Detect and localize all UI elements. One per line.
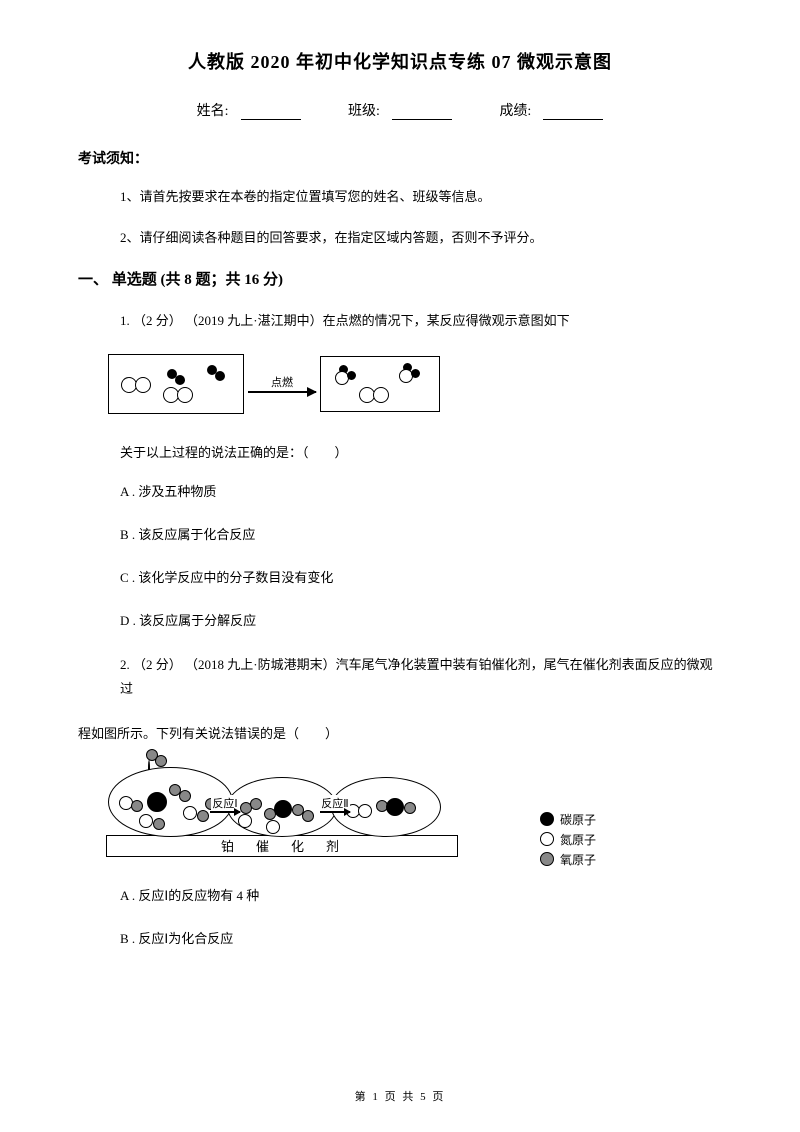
reactant-box (108, 354, 244, 414)
reaction-arrow: 点燃 (248, 374, 316, 393)
q1-option-c: C . 该化学反应中的分子数目没有变化 (120, 567, 722, 586)
catalyst-bar: 铂催化剂 (106, 835, 458, 857)
name-blank[interactable] (241, 106, 301, 120)
q1-option-b: B . 该反应属于化合反应 (120, 524, 722, 543)
reaction-1-arrow: 反应Ⅰ (210, 795, 240, 813)
score-blank[interactable] (543, 106, 603, 120)
page-title: 人教版 2020 年初中化学知识点专练 07 微观示意图 (78, 48, 722, 74)
question-1-stem: 1. （2 分） （2019 九上·湛江期中）在点燃的情况下，某反应得微观示意图… (120, 309, 722, 334)
product-box (320, 356, 440, 412)
name-label: 姓名: (197, 104, 229, 119)
class-label: 班级: (348, 104, 380, 119)
oxygen-atom-icon (540, 852, 554, 866)
q1-option-d: D . 该反应属于分解反应 (120, 610, 722, 629)
question-1-sub: 关于以上过程的说法正确的是：（ ） (120, 442, 722, 461)
class-blank[interactable] (392, 106, 452, 120)
question-2-stem-b: 程如图所示。下列有关说法错误的是（ ） (78, 722, 722, 747)
exam-notice-header: 考试须知： (78, 148, 722, 168)
q2-option-b: B . 反应Ⅰ为化合反应 (120, 928, 722, 947)
page-footer: 第 1 页 共 5 页 (0, 1088, 800, 1104)
student-info-line: 姓名: 班级: 成绩: (78, 100, 722, 120)
instruction-1: 1、请首先按要求在本卷的指定位置填写您的姓名、班级等信息。 (120, 186, 722, 205)
q1-option-a: A . 涉及五种物质 (120, 481, 722, 500)
diagram-1: 点燃 (108, 354, 722, 414)
q2-option-a: A . 反应Ⅰ的反应物有 4 种 (120, 885, 722, 904)
instruction-2: 2、请仔细阅读各种题目的回答要求，在指定区域内答题，否则不予评分。 (120, 227, 722, 246)
part-1-header: 一、 单选题 (共 8 题；共 16 分) (78, 268, 722, 289)
atom-legend: 碳原子 氮原子 氧原子 (540, 811, 596, 871)
arrow-label: 点燃 (271, 374, 293, 390)
incoming-molecule (146, 749, 148, 767)
legend-carbon: 碳原子 (560, 811, 596, 828)
legend-oxygen: 氧原子 (560, 851, 596, 868)
nitrogen-atom-icon (540, 832, 554, 846)
score-label: 成绩: (499, 104, 531, 119)
question-2-stem-a: 2. （2 分） （2018 九上·防城港期末）汽车尾气净化装置中装有铂催化剂，… (120, 653, 722, 702)
reaction-2-arrow: 反应Ⅱ (320, 795, 350, 813)
carbon-atom-icon (540, 812, 554, 826)
diagram-2: 反应Ⅰ 反应Ⅱ (108, 767, 722, 857)
legend-nitrogen: 氮原子 (560, 831, 596, 848)
catalyst-label: 铂催化剂 (221, 836, 361, 855)
